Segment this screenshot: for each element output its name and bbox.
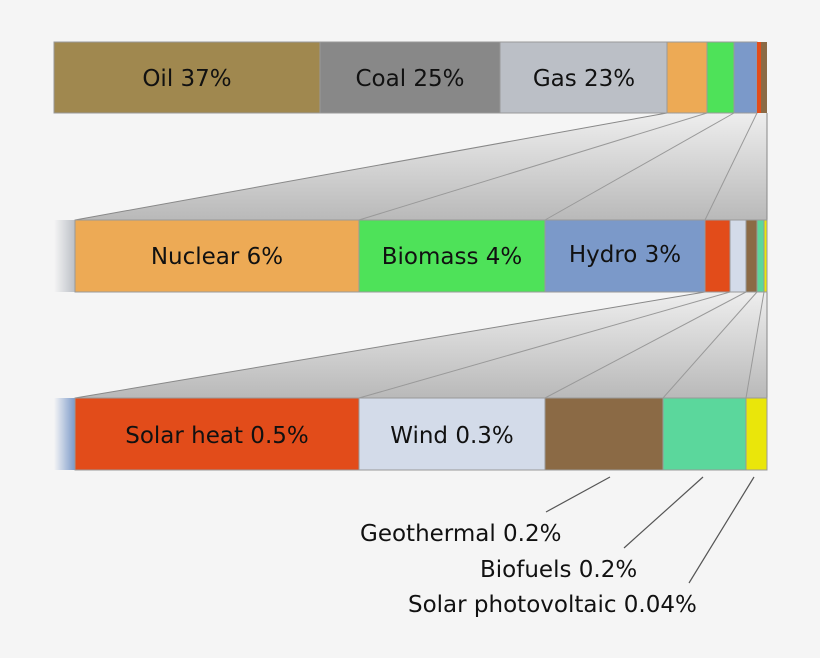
callout-solar-pv: Solar photovoltaic 0.04% — [408, 592, 697, 618]
segment-nuclear — [74, 219, 360, 293]
zoom-fan-2 — [74, 291, 768, 399]
segment-nuclear — [666, 41, 708, 114]
callout-geothermal: Geothermal 0.2% — [360, 521, 561, 547]
label-wind: Wind 0.3% — [390, 423, 514, 449]
callout-lines — [545, 476, 755, 584]
segment-biofuels — [662, 397, 747, 471]
segment-geothermal — [544, 397, 664, 471]
segment-hydro — [544, 219, 706, 293]
label-gas: Gas 23% — [533, 66, 635, 92]
label-solar-heat: Solar heat 0.5% — [125, 423, 309, 449]
segment-wind — [729, 219, 747, 293]
segment-gas — [499, 41, 668, 114]
segment-solar-pv — [763, 219, 768, 293]
segment-solar-pv — [745, 397, 768, 471]
segment-wind — [358, 397, 546, 471]
fade-gas — [54, 220, 75, 292]
fade-hydro — [54, 398, 75, 470]
bar-row-all-sources — [53, 41, 767, 114]
segment-coal — [319, 41, 501, 114]
segment-biomass — [358, 219, 546, 293]
segment-solar-heat — [757, 42, 761, 113]
segment-hydro — [733, 41, 758, 114]
bar-row-zoom-1 — [54, 219, 768, 293]
label-coal: Coal 25% — [355, 66, 464, 92]
segment-geothermal — [745, 219, 758, 293]
label-oil: Oil 37% — [142, 66, 231, 92]
label-nuclear: Nuclear 6% — [151, 244, 283, 270]
segment-oil — [53, 41, 321, 114]
bar-row-zoom-2 — [54, 397, 768, 471]
zoom-fan-1 — [74, 112, 768, 221]
label-biomass: Biomass 4% — [382, 244, 523, 270]
segment-biofuels — [756, 219, 765, 293]
segment-solar-heat — [704, 219, 731, 293]
segment-other — [761, 42, 767, 113]
segment-biomass — [706, 41, 735, 114]
callout-biofuels: Biofuels 0.2% — [480, 557, 637, 583]
label-hydro: Hydro 3% — [569, 242, 681, 268]
segment-solar-heat — [74, 397, 360, 471]
